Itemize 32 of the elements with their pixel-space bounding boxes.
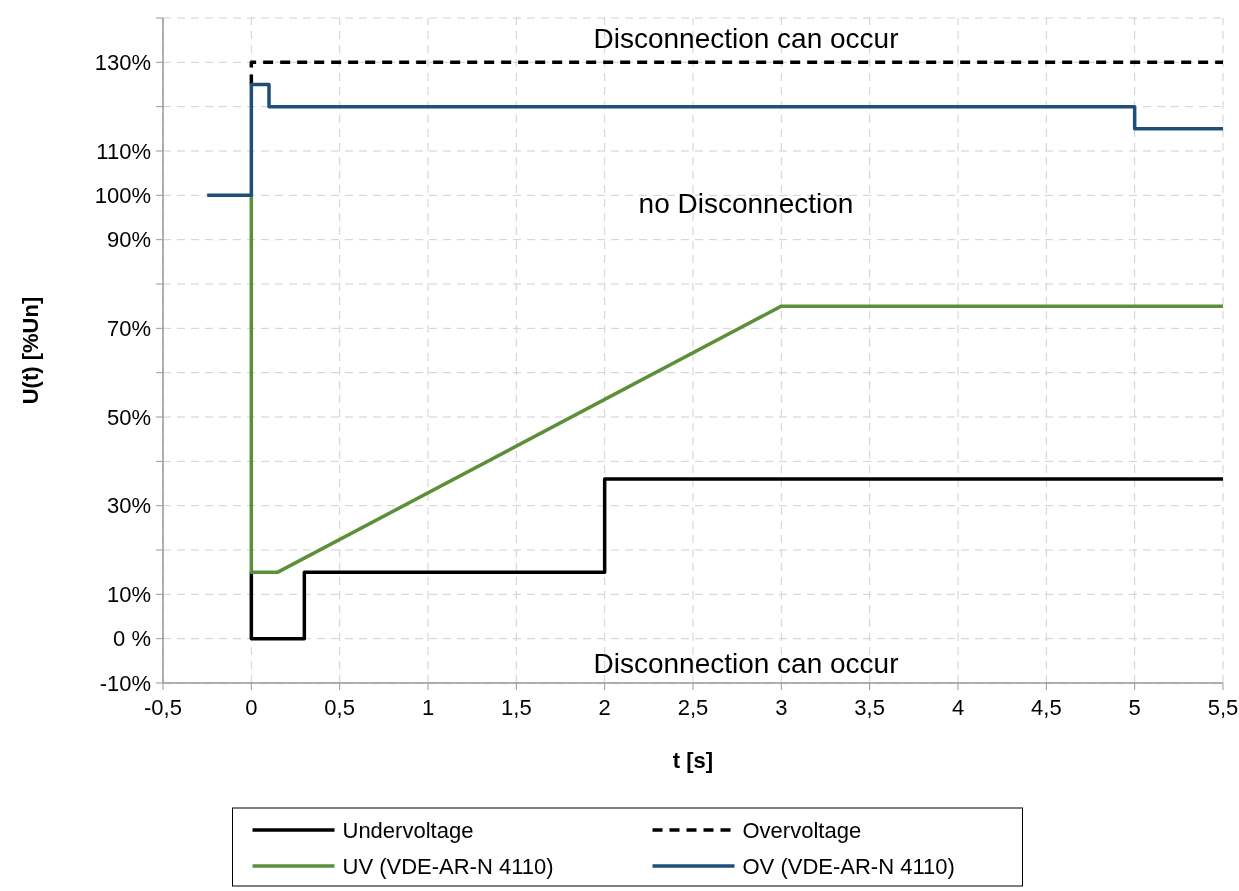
y-tick-label: 30% <box>106 493 151 519</box>
y-tick-label: 100% <box>94 183 151 209</box>
x-tick-label: 3 <box>775 695 788 720</box>
y-tick-label: -10% <box>99 670 151 696</box>
legend-label: OV (VDE-AR-N 4110) <box>742 853 955 879</box>
x-tick-label: 1,5 <box>501 695 532 720</box>
annotation: no Disconnection <box>638 187 854 219</box>
legend-label: Overvoltage <box>742 817 862 843</box>
annotation: Disconnection can occur <box>593 647 899 679</box>
y-tick-label: 50% <box>106 404 151 430</box>
x-tick-label: 2,5 <box>677 695 709 720</box>
x-axis-title: t [s] <box>672 748 714 773</box>
y-tick-label: 0 % <box>113 626 151 652</box>
y-tick-label: 70% <box>106 316 151 342</box>
x-tick-label: 0,5 <box>324 695 355 720</box>
x-tick-label: 4,5 <box>1031 695 1062 720</box>
y-tick-label: 110% <box>96 138 151 164</box>
x-tick-label: -0,5 <box>144 695 182 720</box>
x-tick-label: 3,5 <box>854 695 885 720</box>
y-tick-label: 10% <box>106 582 151 608</box>
annotation: Disconnection can occur <box>593 22 899 54</box>
x-tick-label: 1 <box>421 695 435 720</box>
x-tick-label: 2 <box>598 695 611 720</box>
y-axis-title: U(t) [%Un] <box>18 296 43 405</box>
y-tick-label: 130% <box>94 50 151 76</box>
x-tick-label: 4 <box>951 695 965 720</box>
y-tick-label: 90% <box>106 227 151 253</box>
x-tick-label: 5 <box>1128 695 1141 720</box>
x-tick-label: 0 <box>245 695 258 720</box>
legend-label: UV (VDE-AR-N 4110) <box>342 853 554 879</box>
x-tick-label: 5,5 <box>1207 695 1239 720</box>
legend-label: Undervoltage <box>342 817 474 843</box>
